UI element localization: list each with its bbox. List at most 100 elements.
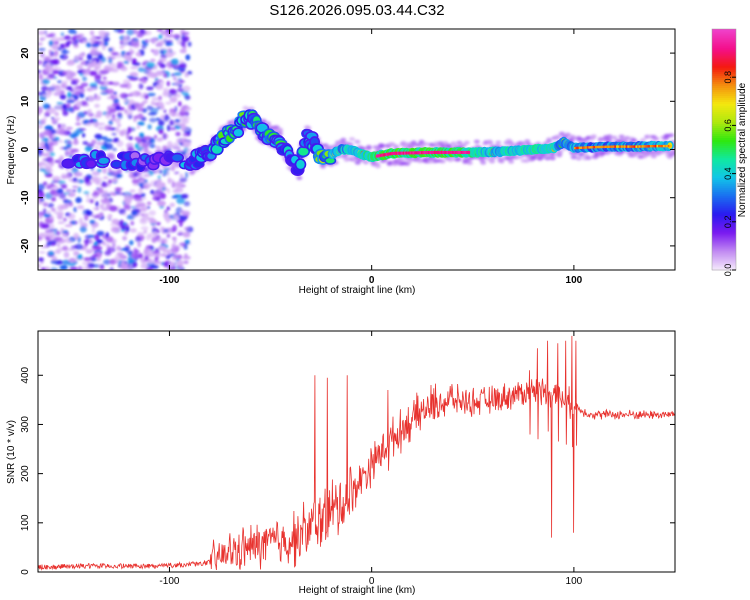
noise-blob	[70, 71, 77, 77]
noise-blob	[167, 177, 172, 184]
noise-blob	[183, 201, 190, 207]
noise-blob	[51, 117, 55, 120]
core-cell	[611, 145, 614, 148]
noise-blob	[168, 214, 174, 219]
noise-blob	[125, 82, 132, 90]
noise-blob	[111, 178, 117, 182]
noise-blob	[151, 236, 157, 243]
colorbar-step	[712, 99, 736, 102]
noise-blob	[165, 42, 174, 46]
haze-blob	[564, 132, 571, 137]
noise-blob	[44, 125, 53, 131]
noise-blob	[123, 193, 131, 200]
colorbar-step	[712, 245, 736, 249]
noise-blob	[158, 34, 163, 40]
colorbar-step	[712, 51, 736, 54]
noise-blob	[170, 51, 177, 55]
noise-blob	[61, 175, 68, 179]
haze-blob	[362, 160, 369, 165]
noise-blob	[45, 237, 50, 240]
noise-blob	[144, 94, 149, 100]
core-cell	[460, 150, 463, 154]
noise-blob	[141, 79, 147, 84]
haze-blob	[572, 152, 579, 157]
noise-blob	[123, 36, 128, 40]
noise-blob	[105, 138, 113, 142]
noise-blob	[72, 177, 78, 182]
noise-blob	[179, 173, 184, 178]
noise-blob	[70, 80, 78, 86]
noise-blob	[96, 122, 106, 126]
noise-blob	[51, 43, 58, 51]
noise-blob	[132, 171, 139, 177]
noise-blob	[91, 43, 100, 48]
noise-blob	[97, 168, 102, 173]
noise-blob	[170, 58, 179, 66]
noise-blob	[108, 62, 117, 70]
noise-blob	[45, 62, 51, 67]
haze-blob	[354, 160, 361, 165]
colorbar-step	[712, 101, 736, 104]
ridge-core	[98, 157, 109, 164]
noise-blob	[67, 91, 71, 99]
noise-blob	[173, 161, 180, 168]
colorbar-step	[712, 41, 736, 44]
noise-blob	[39, 192, 45, 198]
noise-blob	[148, 210, 156, 216]
colorbar-step	[712, 123, 736, 126]
colorbar-step	[712, 201, 736, 205]
noise-blob	[77, 253, 83, 260]
noise-blob	[53, 119, 59, 123]
noise-blob	[89, 118, 94, 124]
noise-blob	[60, 32, 65, 37]
core-cell	[669, 144, 672, 148]
noise-blob	[116, 245, 122, 251]
haze-blob	[544, 156, 551, 161]
noise-blob	[72, 185, 79, 189]
noise-blob	[107, 96, 112, 100]
noise-blob	[132, 262, 138, 268]
core-cell	[667, 144, 671, 148]
colorbar-frame	[711, 28, 737, 271]
colorbar-step	[712, 35, 736, 38]
noise-blob	[144, 253, 152, 257]
core-cell	[614, 145, 617, 148]
noise-blob	[133, 117, 137, 123]
haze-blob	[640, 138, 647, 142]
haze-blob	[618, 134, 625, 139]
noise-blob	[103, 176, 109, 180]
core-cell	[425, 151, 428, 155]
noise-blob	[137, 121, 145, 126]
core-cell	[577, 146, 580, 150]
noise-blob	[183, 260, 189, 264]
core-cell	[436, 150, 439, 154]
noise-blob	[144, 39, 149, 43]
noise-blob	[131, 178, 140, 184]
noise-blob	[101, 181, 108, 188]
noise-blob	[55, 86, 62, 94]
ridge-core	[172, 154, 183, 161]
core-cell	[449, 150, 452, 154]
noise-blob	[181, 118, 189, 125]
noise-blob	[141, 142, 147, 147]
noise-blob	[157, 188, 161, 196]
noise-blob	[178, 80, 185, 83]
noise-blob	[136, 201, 141, 205]
noise-blob	[105, 88, 115, 95]
noise-blob	[149, 138, 154, 142]
noise-blob	[80, 266, 90, 270]
noise-blob	[126, 75, 134, 79]
noise-blob	[148, 232, 154, 238]
snr-y-ticks: 0 100 200 300 400	[20, 366, 675, 575]
noise-blob	[57, 211, 64, 217]
noise-blob	[134, 103, 143, 109]
noise-blob	[174, 182, 182, 189]
haze-blob	[577, 137, 583, 142]
noise-blob	[94, 103, 100, 108]
noise-blob	[185, 148, 193, 152]
noise-blob	[163, 238, 168, 245]
haze-blob	[417, 159, 424, 164]
y-tick-label: -20	[20, 238, 31, 253]
noise-blob	[47, 203, 54, 208]
noise-blob	[187, 41, 192, 47]
